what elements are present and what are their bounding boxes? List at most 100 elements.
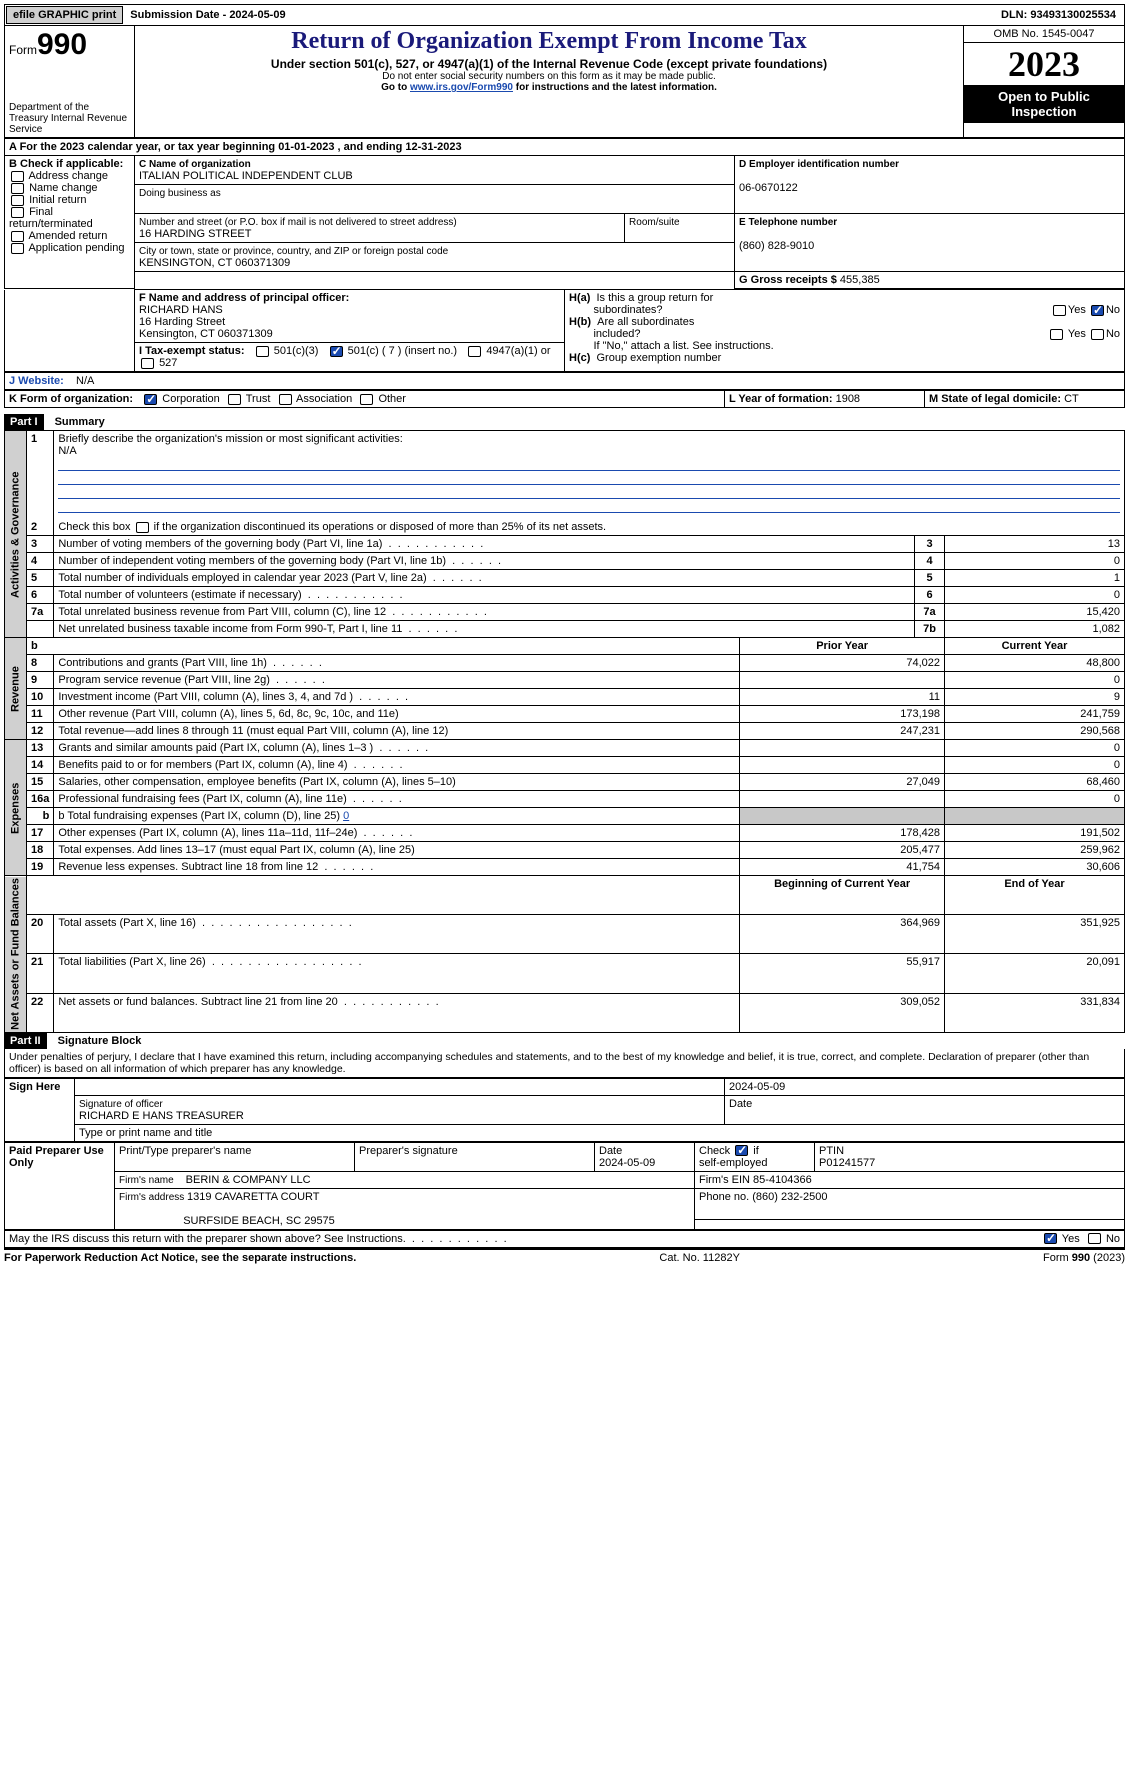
checkbox-4947[interactable] [468,346,481,357]
section-l: L Year of formation: 1908 [725,391,925,408]
part1-title: Summary [47,416,105,428]
firm-phone: Phone no. (860) 232-2500 [695,1188,1125,1220]
side-governance: Activities & Governance [5,431,27,638]
line2: Check this box if the organization disco… [54,519,1125,536]
line-a: A For the 2023 calendar year, or tax yea… [5,139,1125,156]
checkbox-discuss-no[interactable] [1088,1233,1101,1244]
ssn-warning: Do not enter social security numbers on … [139,71,959,82]
rev-row-9: 9Program service revenue (Part VIII, lin… [5,672,1125,689]
sig-date: 2024-05-09 [725,1078,1125,1095]
sign-here-label: Sign Here [5,1078,75,1141]
rev-row-12: 12Total revenue—add lines 8 through 11 (… [5,723,1125,740]
side-net-assets: Net Assets or Fund Balances [5,876,27,1033]
firm-name: Firm's name BERIN & COMPANY LLC [115,1171,695,1188]
gov-row-3: 3Number of voting members of the governi… [5,536,1125,553]
checkbox-corp[interactable] [144,394,157,405]
checkbox-501c3[interactable] [256,346,269,357]
section-b: B Check if applicable: Address change Na… [5,156,135,289]
gov-row-4: 4Number of independent voting members of… [5,553,1125,570]
gov-row-7b: Net unrelated business taxable income fr… [5,621,1125,638]
paid-preparer-label: Paid Preparer Use Only [5,1142,115,1229]
exp-row-16a: 16aProfessional fundraising fees (Part I… [5,791,1125,808]
self-employed: Check ifself-employed [695,1142,815,1171]
header-section-a: A For the 2023 calendar year, or tax yea… [4,138,1125,289]
gov-row-5: 5Total number of individuals employed in… [5,570,1125,587]
net-row-20: 20Total assets (Part X, line 16)364,9693… [5,915,1125,954]
exp-row-17: 17Other expenses (Part IX, column (A), l… [5,825,1125,842]
checkbox-hb-yes[interactable] [1050,329,1063,340]
form-990-2023: Form 990 (2023) [1043,1252,1125,1264]
checkbox-assoc[interactable] [279,394,292,405]
open-inspection: Open to Public Inspection [964,85,1124,123]
form-subtitle: Under section 501(c), 527, or 4947(a)(1)… [139,57,959,71]
signature-block: Sign Here 2024-05-09 Signature of office… [4,1078,1125,1142]
hdr-end: End of Year [945,876,1125,915]
efile-print-button[interactable]: efile GRAPHIC print [6,6,123,24]
dept-treasury: Department of the Treasury Internal Reve… [9,102,130,135]
line1: Briefly describe the organization's miss… [54,431,1125,516]
checkbox-hb-no[interactable] [1091,329,1104,340]
checkbox-ha-yes[interactable] [1053,305,1066,316]
section-e: E Telephone number (860) 828-9010 [735,214,1125,272]
checkbox-discontinued[interactable] [136,522,149,533]
section-c-name: C Name of organization ITALIAN POLITICAL… [135,156,735,185]
checkbox-527[interactable] [141,358,154,369]
preparer-sig-col: Preparer's signature [355,1142,595,1171]
form-title: Return of Organization Exempt From Incom… [139,28,959,55]
hdr-current: Current Year [945,638,1125,655]
side-expenses: Expenses [5,740,27,876]
discuss-row: May the IRS discuss this return with the… [4,1230,1125,1248]
gov-row-7a: 7aTotal unrelated business revenue from … [5,604,1125,621]
declaration: Under penalties of perjury, I declare th… [4,1049,1125,1078]
part2-bar: Part II [4,1033,47,1049]
cat-no: Cat. No. 11282Y [659,1252,740,1264]
checkbox-name-change[interactable] [11,183,24,194]
checkbox-discuss-yes[interactable] [1044,1233,1057,1244]
net-row-22: 22Net assets or fund balances. Subtract … [5,993,1125,1032]
section-m: M State of legal domicile: CT [925,391,1125,408]
ptin: PTINP01241577 [815,1142,1125,1171]
checkbox-trust[interactable] [228,394,241,405]
top-toolbar: efile GRAPHIC print Submission Date - 20… [4,4,1125,26]
rev-row-8: 8Contributions and grants (Part VIII, li… [5,655,1125,672]
section-j: J Website: N/A [4,372,1125,390]
room-suite: Room/suite [625,214,735,243]
section-klm: K Form of organization: Corporation Trus… [4,390,1125,408]
gov-row-6: 6Total number of volunteers (estimate if… [5,587,1125,604]
checkbox-final-return[interactable] [11,207,24,218]
hdr-beginning: Beginning of Current Year [740,876,945,915]
checkbox-application-pending[interactable] [11,243,24,254]
dln: DLN: 93493130025534 [1001,9,1124,21]
part2-title: Signature Block [50,1035,142,1047]
firm-address: Firm's address 1319 CAVARETTA COURT SURF… [115,1188,695,1229]
part1-table: Activities & Governance 1 Briefly descri… [4,430,1125,1033]
checkbox-address-change[interactable] [11,171,24,182]
paid-preparer-block: Paid Preparer Use Only Print/Type prepar… [4,1142,1125,1230]
exp-row-18: 18Total expenses. Add lines 13–17 (must … [5,842,1125,859]
checkbox-ha-no[interactable] [1091,305,1104,316]
exp-row-19: 19Revenue less expenses. Subtract line 1… [5,859,1125,876]
checkbox-self-employed[interactable] [735,1145,748,1156]
section-f: F Name and address of principal officer:… [135,290,565,343]
section-city: City or town, state or province, country… [135,243,735,272]
checkbox-amended[interactable] [11,231,24,242]
checkbox-501c[interactable] [330,346,343,357]
section-i: I Tax-exempt status: 501(c)(3) 501(c) ( … [135,343,565,372]
instructions-link-line: Go to www.irs.gov/Form990 for instructio… [139,82,959,93]
tax-year: 2023 [964,43,1124,85]
form-header: Form990 Department of the Treasury Inter… [4,26,1125,138]
hdr-prior: Prior Year [740,638,945,655]
rev-row-10: 10Investment income (Part VIII, column (… [5,689,1125,706]
officer-signature: Signature of officerRICHARD E HANS TREAS… [75,1095,725,1124]
net-row-21: 21Total liabilities (Part X, line 26)55,… [5,954,1125,993]
checkbox-initial-return[interactable] [11,195,24,206]
submission-date: Submission Date - 2024-05-09 [124,7,291,23]
preparer-date: Date2024-05-09 [595,1142,695,1171]
checkbox-other[interactable] [360,394,373,405]
section-f-h: F Name and address of principal officer:… [4,289,1125,372]
irs-link[interactable]: www.irs.gov/Form990 [410,82,513,93]
section-g: G Gross receipts $ 455,385 [735,272,1125,289]
firm-ein: Firm's EIN 85-4104366 [695,1171,1125,1188]
form-number: Form990 [9,28,130,62]
omb-number: OMB No. 1545-0047 [964,26,1124,43]
